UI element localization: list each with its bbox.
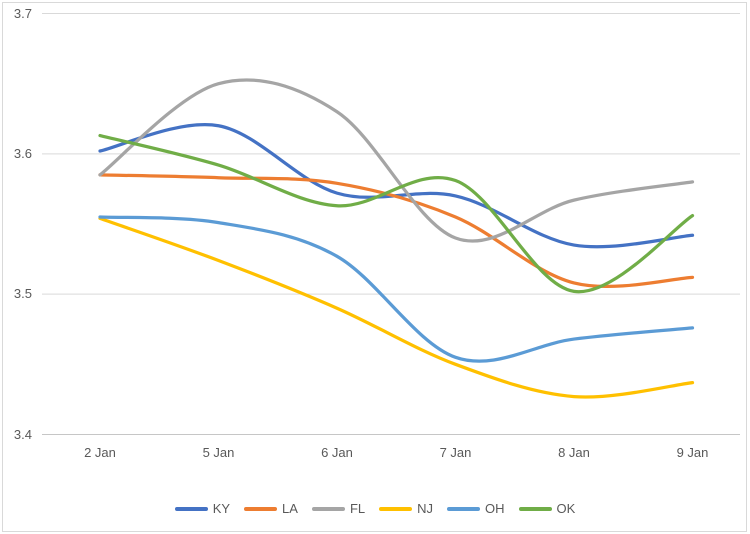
x-axis-tick-label: 5 Jan — [202, 445, 235, 460]
legend-label: KY — [212, 501, 231, 516]
legend-label: OH — [485, 501, 505, 516]
y-axis-tick-label: 3.4 — [13, 426, 32, 442]
legend-line-swatch — [518, 507, 552, 511]
x-axis-tick-label: 7 Jan — [439, 445, 472, 460]
series-line-ok — [98, 133, 695, 294]
x-axis-tick-label: 6 Jan — [321, 445, 353, 460]
series-line-oh — [98, 215, 695, 363]
legend-line-swatch — [379, 507, 413, 511]
legend-label: FL — [349, 501, 366, 516]
legend-label: OK — [556, 501, 576, 516]
chart-legend: KY LA FL NJ OH OK — [0, 501, 750, 517]
legend-line-swatch — [447, 507, 480, 511]
series-line-nj — [98, 216, 695, 399]
x-axis-tick-label: 8 Jan — [558, 445, 590, 460]
legend-item-ok[interactable]: OK — [518, 501, 576, 517]
legend-item-oh[interactable]: OH — [447, 501, 505, 517]
legend-line-swatch — [244, 507, 278, 511]
series-line-fl — [98, 78, 695, 243]
series-line-la — [98, 173, 695, 289]
legend-label: LA — [282, 501, 298, 516]
legend-line-swatch — [174, 507, 208, 511]
y-axis-tick-label: 3.7 — [13, 5, 32, 21]
legend-item-ky[interactable]: KY — [174, 501, 231, 517]
x-axis-tick-label: 9 Jan — [676, 445, 709, 460]
y-axis-tick-label: 3.6 — [13, 145, 32, 161]
y-axis-tick-label: 3.5 — [13, 286, 32, 302]
legend-item-nj[interactable]: NJ — [379, 501, 433, 517]
legend-label: NJ — [417, 501, 433, 516]
legend-item-la[interactable]: LA — [244, 501, 298, 517]
x-axis-tick-label: 2 Jan — [84, 445, 116, 460]
legend-line-swatch — [311, 507, 345, 511]
series-line-ky — [98, 123, 695, 249]
legend-item-fl[interactable]: FL — [311, 501, 366, 517]
